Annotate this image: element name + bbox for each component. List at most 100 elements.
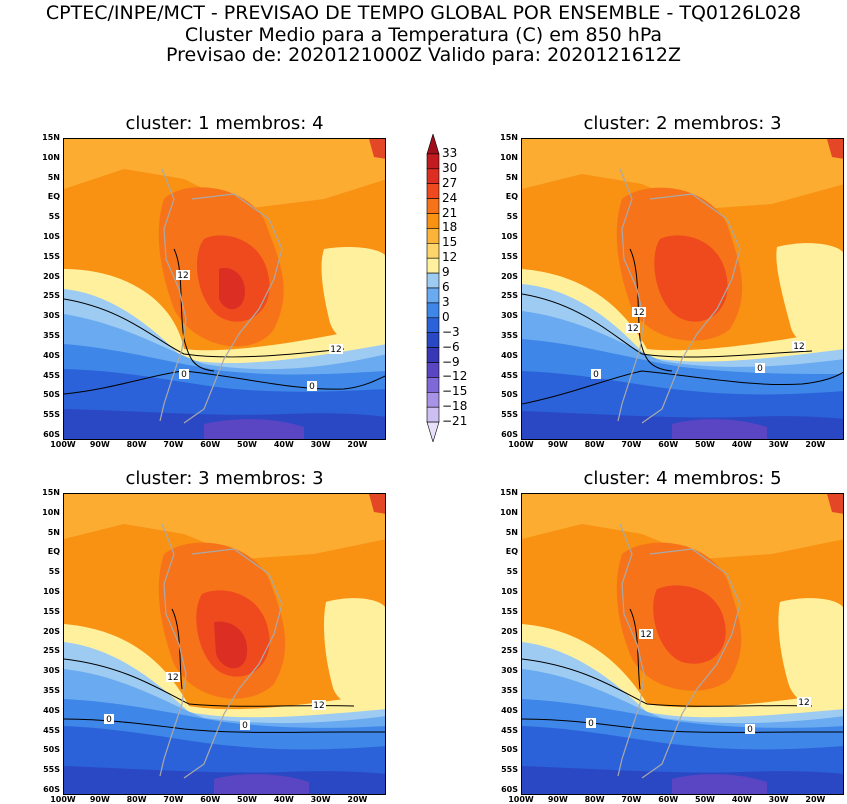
longitude-tick-label: 50W	[695, 795, 715, 804]
colorbar-label: 6	[442, 280, 450, 294]
longitude-tick-label: 90W	[89, 795, 110, 804]
colorbar-swatch	[426, 302, 440, 319]
latitude-tick-label: 25S	[501, 291, 518, 301]
latitude-tick-label: 10S	[43, 232, 60, 241]
colorbar-label: 30	[442, 160, 458, 175]
latitude-tick-label: 35S	[501, 331, 518, 340]
map-svg: 12 12 12 0 0	[522, 139, 843, 439]
map-svg: 12 12 0 0	[522, 494, 843, 794]
latitude-tick-label: 30S	[501, 311, 518, 321]
svg-text:0: 0	[757, 364, 763, 374]
contour-label-0: 0	[179, 369, 189, 380]
colorbar-label: −9	[442, 354, 460, 369]
latitude-tick-label: 15S	[501, 251, 518, 261]
contour-label-12: 12	[312, 700, 326, 711]
colorbar-label: −6	[442, 339, 460, 354]
latitude-tick-label: EQ	[505, 192, 518, 202]
map-panel-cluster-1: cluster: 1 membros: 4 12	[42, 113, 386, 449]
latitude-tick-label: 10S	[501, 232, 518, 241]
longitude-tick-label: 20W	[347, 440, 368, 449]
latitude-tick-label: 15S	[43, 606, 60, 616]
colorbar-swatch	[426, 168, 440, 184]
latitude-tick-label: 25S	[43, 646, 60, 656]
panel-title: cluster: 3 membros: 3	[125, 468, 324, 489]
latitude-tick-label: 60S	[43, 430, 60, 439]
colorbar-swatch	[426, 362, 440, 378]
latitude-tick-label: 60S	[501, 430, 518, 439]
latitude-tick-label: 15N	[42, 133, 60, 142]
longitude-tick-label: 30W	[310, 795, 331, 804]
latitude-tick-label: 15S	[43, 251, 60, 261]
latitude-tick-label: 10N	[500, 152, 518, 162]
latitude-tick-label: 50S	[43, 745, 60, 755]
colorbar-label: 9	[442, 265, 450, 280]
svg-text:0: 0	[747, 725, 753, 735]
contour-label-0: 0	[586, 718, 596, 729]
map-panel-cluster-3: cluster: 3 membros: 3 12	[42, 468, 386, 804]
contour-label-12: 12	[792, 341, 806, 352]
colorbar-swatch	[426, 377, 440, 393]
colorbar-swatch	[426, 347, 440, 363]
contour-label-0: 0	[591, 369, 601, 380]
svg-text:12: 12	[633, 308, 644, 318]
contour-label-12: 12	[632, 307, 646, 318]
colorbar-swatch	[426, 183, 440, 199]
svg-text:0: 0	[588, 719, 594, 729]
latitude-tick-label: 25S	[43, 291, 60, 301]
latitude-tick-label: 35S	[43, 331, 60, 340]
contour-label-12: 12	[166, 672, 180, 683]
latitude-tick-label: 30S	[501, 666, 518, 676]
longitude-tick-label: 60W	[658, 795, 679, 804]
colorbar-label: −18	[442, 399, 468, 414]
panel-title: cluster: 1 membros: 4	[125, 113, 324, 134]
longitude-tick-label: 90W	[547, 440, 568, 449]
contour-label-0: 0	[104, 714, 114, 725]
contour-label-0: 0	[307, 381, 317, 392]
longitude-tick-label: 70W	[621, 440, 642, 449]
latitude-tick-label: 20S	[501, 626, 518, 636]
longitude-tick-label: 90W	[547, 795, 568, 804]
longitude-tick-label: 30W	[768, 440, 789, 449]
colorbar-swatch	[426, 332, 440, 348]
latitude-tick-label: 60S	[501, 785, 518, 794]
latitude-tick-label: 15N	[500, 133, 518, 142]
latitude-tick-label: 10N	[500, 507, 518, 517]
longitude-tick-label: 90W	[89, 440, 110, 449]
colorbar-swatch	[426, 272, 440, 289]
svg-text:12: 12	[627, 324, 638, 334]
latitude-tick-label: 15N	[500, 488, 518, 497]
latitude-tick-label: 35S	[501, 686, 518, 695]
contour-label-12: 12	[797, 697, 811, 708]
longitude-tick-label: 20W	[805, 440, 826, 449]
latitude-tick-label: 45S	[501, 370, 518, 380]
colorbar-label: −3	[442, 324, 460, 339]
contour-label-12: 12	[329, 344, 343, 355]
latitude-tick-label: 35S	[43, 686, 60, 695]
latitude-tick-label: 50S	[501, 745, 518, 755]
longitude-tick-label: 70W	[163, 440, 184, 449]
longitude-tick-label: 80W	[126, 440, 147, 449]
temperature-map: 12 12 0 0	[521, 493, 844, 795]
latitude-tick-label: 10N	[42, 152, 60, 162]
longitude-tick-label: 100W	[508, 795, 534, 804]
longitude-tick-label: 100W	[508, 440, 534, 449]
colorbar-label: 21	[442, 205, 458, 220]
temperature-map: 12 12 12 0 0	[521, 138, 844, 440]
longitude-tick-label: 30W	[768, 795, 789, 804]
longitude-tick-label: 80W	[584, 440, 605, 449]
map-panel-cluster-4: cluster: 4 membros: 5 12	[500, 468, 844, 804]
latitude-tick-label: 20S	[43, 271, 60, 281]
colorbar-label: −12	[442, 369, 468, 384]
colorbar-swatch	[426, 317, 440, 334]
temperature-map: 12 12 0 0	[63, 493, 386, 795]
latitude-tick-label: 50S	[43, 390, 60, 400]
colorbar-swatch	[426, 153, 440, 170]
temperature-map: 12 12 0 0	[63, 138, 386, 440]
colorbar-swatch	[426, 287, 440, 304]
colorbar-swatch	[426, 421, 440, 442]
colorbar-swatches	[426, 134, 440, 442]
longitude-tick-label: 40W	[731, 440, 752, 449]
colorbar-swatch	[426, 228, 440, 244]
longitude-tick-label: 70W	[163, 795, 184, 804]
latitude-tick-label: 30S	[43, 666, 60, 676]
